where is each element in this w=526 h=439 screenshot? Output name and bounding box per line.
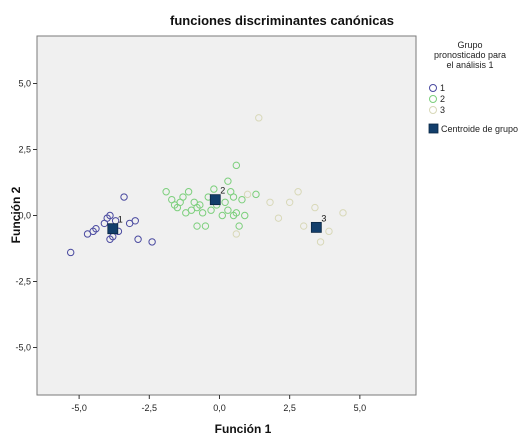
legend-swatch-group-2 (429, 95, 437, 103)
legend-swatch-group-1 (429, 84, 437, 92)
legend-label: Centroide de grupo (441, 124, 518, 134)
centroid-marker (310, 221, 322, 233)
data-point-group-1 (148, 238, 156, 246)
centroid-marker (107, 223, 119, 235)
y-tick-label: -5,0 (15, 342, 31, 352)
centroid-marker (209, 194, 221, 206)
x-axis-ticks: -5,0 -2,5 0,0 2,5 5,0 (71, 395, 366, 413)
chart-title: funciones discriminantes canónicas (170, 13, 394, 28)
centroid-label: 2 (220, 186, 225, 196)
data-point-group-2 (184, 188, 193, 196)
data-point-group-3 (232, 230, 241, 238)
data-point-group-3 (294, 188, 302, 196)
centroid-label: 3 (321, 213, 326, 223)
data-point-group-3 (311, 203, 319, 212)
data-point-group-2 (198, 209, 207, 217)
data-point-group-3 (316, 238, 325, 246)
plot-area (36, 35, 417, 396)
data-point-group-3 (266, 198, 274, 207)
x-tick-label: 5,0 (354, 403, 367, 413)
x-tick-label: 0,0 (213, 403, 226, 413)
data-point-group-1 (92, 224, 100, 233)
data-point-group-2 (193, 222, 201, 230)
centroid-label: 1 (118, 215, 123, 225)
data-point-group-2 (162, 188, 170, 196)
y-tick-label: 2,5 (18, 145, 31, 155)
data-point-group-2 (229, 193, 238, 201)
data-point-group-2 (210, 185, 218, 193)
data-point-group-2 (235, 222, 243, 230)
data-point-group-3 (325, 227, 333, 236)
legend-title-line: Grupo (457, 40, 482, 50)
legend-label: 3 (440, 105, 445, 115)
data-point-group-2 (207, 206, 215, 214)
data-point-group-1 (106, 235, 114, 243)
data-points (66, 114, 347, 257)
x-tick-label: 2,5 (283, 403, 296, 413)
data-point-group-3 (339, 209, 347, 217)
group-centroids: 1 2 3 (107, 186, 326, 235)
data-point-group-2 (238, 195, 246, 204)
data-point-group-2 (196, 201, 204, 209)
y-tick-label: 5,0 (18, 79, 31, 89)
x-tick-label: -2,5 (142, 403, 158, 413)
data-point-group-2 (224, 206, 232, 214)
y-axis-ticks: -5,0 -2,5 0,0 2,5 5,0 (15, 79, 37, 352)
data-point-group-2 (232, 209, 241, 217)
data-point-group-1 (131, 217, 139, 225)
data-point-group-2 (218, 211, 226, 220)
data-point-group-3 (285, 198, 294, 207)
legend-swatch-group-3 (429, 106, 437, 114)
legend-swatch-centroid (428, 123, 439, 134)
data-point-group-2 (241, 211, 249, 220)
data-point-group-1 (134, 235, 142, 243)
data-point-group-1 (106, 211, 114, 220)
legend-title-line: el análisis 1 (446, 60, 493, 70)
data-point-group-3 (300, 222, 308, 230)
legend-label: 1 (440, 83, 445, 93)
data-point-group-2 (221, 198, 229, 207)
data-point-group-1 (120, 193, 128, 201)
data-point-group-3 (243, 190, 252, 199)
data-point-group-2 (201, 222, 210, 230)
data-point-group-2 (224, 177, 232, 185)
data-point-group-3 (274, 214, 283, 222)
y-tick-label: 0,0 (18, 211, 31, 221)
legend-title-line: pronosticado para (434, 50, 506, 60)
legend-label: 2 (440, 94, 445, 104)
x-axis-label: Función 1 (215, 422, 272, 436)
x-tick-label: -5,0 (71, 403, 87, 413)
data-point-group-3 (255, 114, 263, 122)
data-point-group-2 (170, 201, 179, 209)
y-tick-label: -2,5 (15, 276, 31, 286)
data-point-group-2 (252, 190, 260, 199)
y-axis-label: Función 2 (9, 186, 23, 243)
data-point-group-1 (66, 248, 75, 257)
data-point-group-2 (179, 193, 187, 201)
data-point-group-2 (232, 161, 241, 170)
